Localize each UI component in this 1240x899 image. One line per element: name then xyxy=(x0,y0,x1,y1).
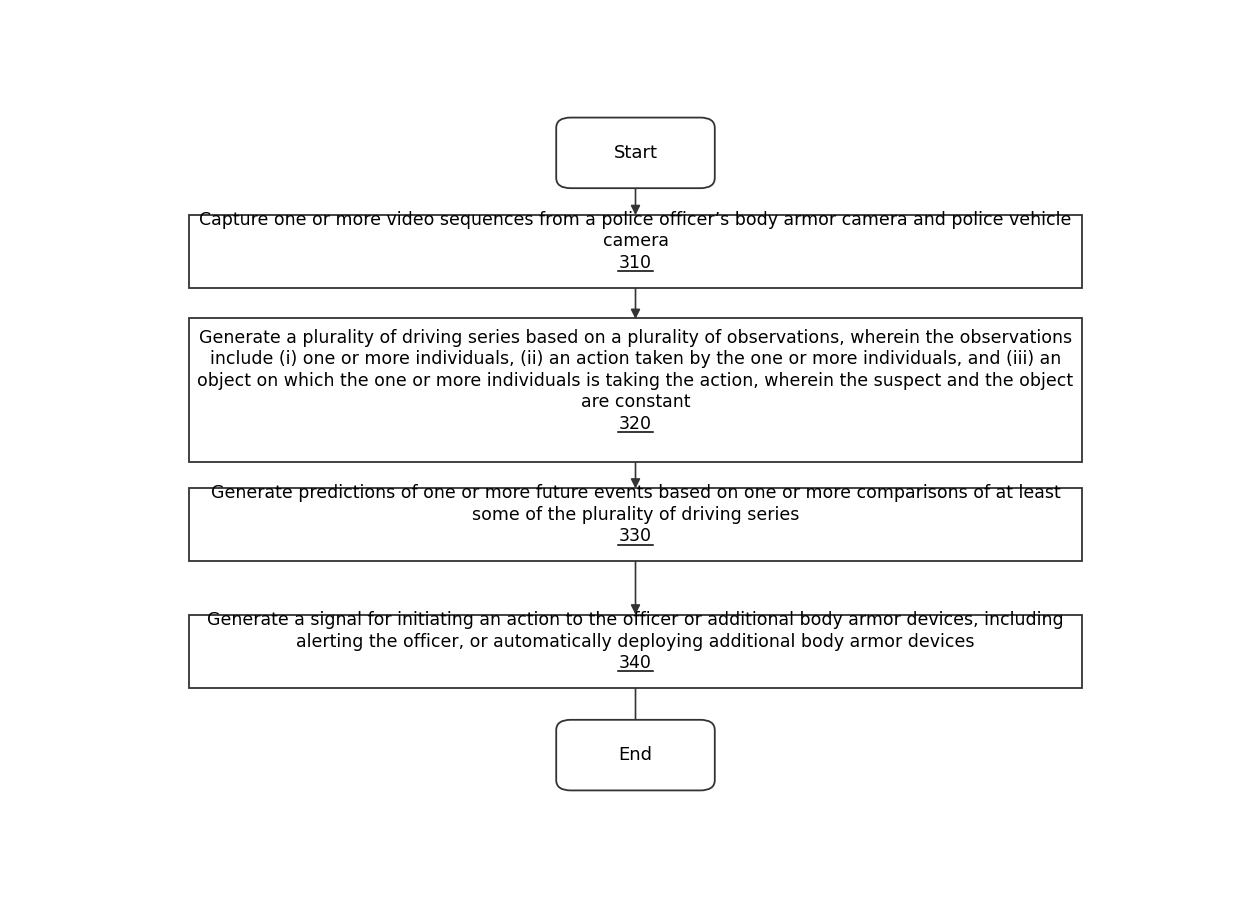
FancyBboxPatch shape xyxy=(557,720,714,790)
Text: Capture one or more video sequences from a police officer’s body armor camera an: Capture one or more video sequences from… xyxy=(200,211,1071,229)
Text: include (i) one or more individuals, (ii) an action taken by the one or more ind: include (i) one or more individuals, (ii… xyxy=(210,350,1061,369)
Text: object on which the one or more individuals is taking the action, wherein the su: object on which the one or more individu… xyxy=(197,371,1074,389)
Text: 340: 340 xyxy=(619,654,652,672)
Text: 310: 310 xyxy=(619,254,652,271)
Text: 330: 330 xyxy=(619,528,652,546)
Text: Generate predictions of one or more future events based on one or more compariso: Generate predictions of one or more futu… xyxy=(211,485,1060,503)
Bar xyxy=(188,615,1083,688)
Text: Start: Start xyxy=(614,144,657,162)
Text: Generate a plurality of driving series based on a plurality of observations, whe: Generate a plurality of driving series b… xyxy=(198,329,1073,347)
Text: some of the plurality of driving series: some of the plurality of driving series xyxy=(471,506,800,524)
Bar xyxy=(188,488,1083,561)
Text: End: End xyxy=(619,746,652,764)
Bar xyxy=(188,318,1083,462)
Text: 320: 320 xyxy=(619,414,652,432)
Text: alerting the officer, or automatically deploying additional body armor devices: alerting the officer, or automatically d… xyxy=(296,633,975,651)
Text: camera: camera xyxy=(603,233,668,251)
Bar xyxy=(188,215,1083,288)
Text: are constant: are constant xyxy=(580,393,691,411)
Text: Generate a signal for initiating an action to the officer or additional body arm: Generate a signal for initiating an acti… xyxy=(207,611,1064,629)
FancyBboxPatch shape xyxy=(557,118,714,188)
